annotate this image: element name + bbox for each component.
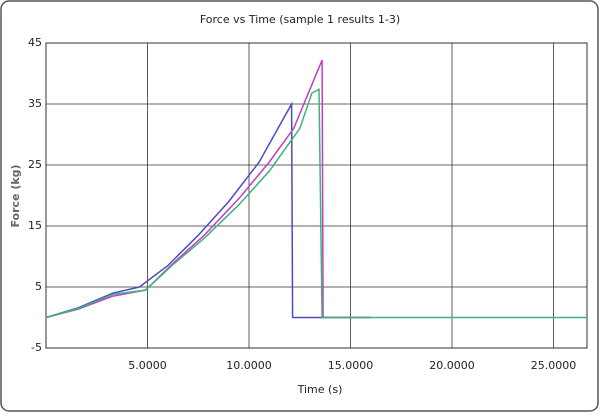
x-tick-label: 15.0000 xyxy=(328,359,374,372)
y-tick-label: 5 xyxy=(35,280,42,293)
x-axis-label: Time (s) xyxy=(297,383,343,396)
x-tick-label: 25.0000 xyxy=(531,359,577,372)
y-axis-label: Force (kg) xyxy=(9,164,22,227)
y-tick-label: 45 xyxy=(28,36,42,49)
y-tick-label: -5 xyxy=(31,341,42,354)
y-tick-label: 15 xyxy=(28,219,42,232)
x-tick-label: 5.0000 xyxy=(128,359,167,372)
y-tick-label: 35 xyxy=(28,97,42,110)
x-tick-label: 10.0000 xyxy=(226,359,272,372)
chart-title: Force vs Time (sample 1 results 1-3) xyxy=(200,13,400,26)
data-line xyxy=(45,59,371,319)
data-line xyxy=(45,101,371,319)
data-line xyxy=(45,88,587,319)
x-tick-label: 20.0000 xyxy=(429,359,475,372)
plot-area xyxy=(45,42,588,349)
y-tick-label: 25 xyxy=(28,158,42,171)
